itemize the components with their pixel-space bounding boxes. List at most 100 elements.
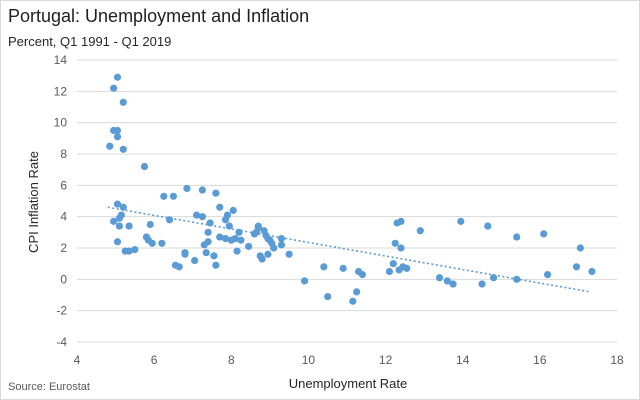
y-tick-label: 4 — [60, 210, 67, 224]
y-tick-label: 14 — [54, 53, 68, 67]
data-point — [119, 98, 127, 106]
data-point — [229, 206, 237, 214]
data-point — [231, 235, 239, 243]
trendline — [107, 206, 591, 293]
data-point — [206, 219, 214, 227]
data-point — [300, 277, 309, 285]
data-point — [216, 233, 224, 241]
data-point — [435, 274, 444, 282]
source-note: Source: Eurostat — [8, 381, 90, 393]
data-point — [264, 250, 272, 258]
x-axis-label: Unemployment Rate — [289, 376, 408, 391]
x-tick-label: 4 — [74, 353, 81, 367]
data-point — [198, 213, 206, 221]
data-point — [183, 184, 191, 193]
data-point — [449, 280, 457, 288]
data-point — [385, 267, 394, 276]
data-point — [175, 263, 183, 271]
data-point — [192, 211, 201, 219]
data-point — [115, 214, 124, 222]
chart-subtitle: Percent, Q1 1991 - Q1 2019 — [8, 34, 172, 49]
data-point — [484, 222, 492, 230]
data-point — [389, 260, 397, 268]
y-tick-label: 2 — [60, 241, 67, 255]
data-point — [119, 203, 127, 211]
data-point — [223, 211, 232, 219]
data-point — [277, 235, 286, 243]
data-point — [489, 274, 498, 282]
chart-title: Portugal: Unemployment and Inflation — [8, 6, 310, 26]
data-point — [324, 292, 332, 301]
x-tick-label: 14 — [456, 353, 470, 367]
data-point — [181, 249, 189, 257]
data-point — [110, 217, 118, 225]
data-point — [478, 280, 486, 288]
data-point — [212, 189, 220, 197]
data-point — [113, 133, 122, 141]
data-point — [358, 271, 367, 279]
x-tick-label: 6 — [151, 353, 158, 367]
x-tick-label: 8 — [228, 353, 235, 367]
data-point — [572, 263, 581, 271]
x-tick-label: 12 — [379, 353, 393, 367]
data-point — [106, 142, 114, 150]
data-points — [106, 73, 596, 305]
data-point — [457, 217, 465, 225]
gridlines — [77, 59, 617, 343]
data-point — [403, 264, 411, 272]
data-point — [349, 297, 357, 305]
data-point — [198, 186, 206, 194]
data-point — [397, 217, 405, 225]
y-axis-label: CPI Inflation Rate — [26, 151, 41, 253]
data-point — [221, 235, 230, 243]
data-point — [160, 192, 168, 200]
data-point — [277, 241, 286, 249]
data-point — [148, 239, 156, 247]
data-point — [353, 288, 361, 296]
data-point — [258, 255, 266, 263]
x-tick-label: 10 — [302, 353, 316, 367]
data-point — [131, 245, 139, 254]
data-point — [191, 256, 199, 265]
data-point — [212, 261, 220, 269]
data-point — [270, 244, 278, 252]
data-point — [202, 249, 210, 257]
data-point — [233, 247, 241, 255]
x-axis-ticks: 4 6 8 10 12 14 16 18 — [74, 353, 624, 367]
data-point — [216, 203, 224, 211]
data-point — [204, 238, 212, 246]
y-tick-label: 12 — [54, 84, 68, 98]
y-tick-label: 8 — [60, 147, 67, 161]
x-tick-label: 16 — [533, 353, 547, 367]
data-point — [113, 238, 122, 246]
data-point — [204, 228, 212, 236]
data-point — [588, 267, 596, 276]
y-tick-label: 0 — [60, 272, 67, 286]
data-point — [165, 216, 174, 224]
data-point — [285, 250, 293, 258]
data-point — [113, 126, 122, 135]
data-point — [113, 73, 122, 81]
data-point — [513, 233, 521, 241]
data-point — [254, 222, 262, 230]
data-point — [397, 244, 405, 252]
data-point — [119, 145, 127, 153]
y-tick-label: 6 — [60, 178, 67, 192]
data-point — [543, 271, 552, 279]
y-tick-label: -2 — [56, 304, 67, 318]
data-point — [443, 277, 451, 285]
y-tick-label: 10 — [54, 116, 68, 130]
data-point — [416, 227, 424, 235]
y-axis-ticks: -4 -2 0 2 4 6 8 10 12 14 — [54, 53, 68, 349]
data-point — [235, 228, 243, 236]
data-point — [140, 162, 149, 171]
data-point — [169, 192, 178, 200]
data-point — [113, 200, 122, 208]
data-point — [210, 252, 218, 260]
data-point — [339, 264, 347, 272]
data-point — [245, 242, 253, 251]
data-point — [110, 84, 118, 92]
data-point — [125, 222, 133, 230]
y-tick-label: -4 — [56, 335, 67, 349]
data-point — [391, 239, 399, 247]
